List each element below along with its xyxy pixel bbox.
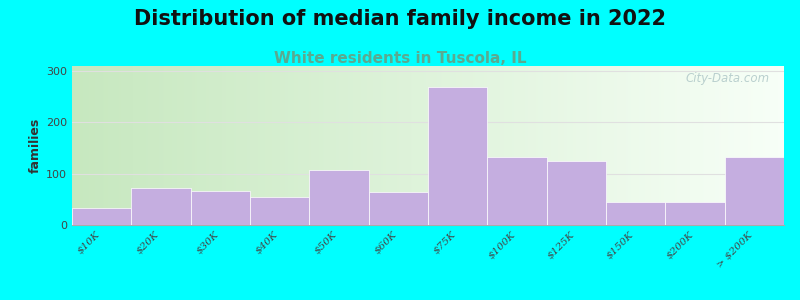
Bar: [725, 157, 784, 225]
Bar: [72, 208, 131, 225]
Text: Distribution of median family income in 2022: Distribution of median family income in …: [134, 9, 666, 29]
Bar: [310, 170, 369, 225]
Bar: [131, 188, 190, 225]
Text: White residents in Tuscola, IL: White residents in Tuscola, IL: [274, 51, 526, 66]
Bar: [487, 157, 546, 225]
Bar: [369, 192, 428, 225]
Bar: [250, 197, 310, 225]
Text: City-Data.com: City-Data.com: [686, 72, 770, 86]
Bar: [666, 202, 725, 225]
Bar: [546, 161, 606, 225]
Bar: [428, 86, 487, 225]
Y-axis label: families: families: [29, 118, 42, 173]
Bar: [606, 202, 666, 225]
Bar: [190, 190, 250, 225]
